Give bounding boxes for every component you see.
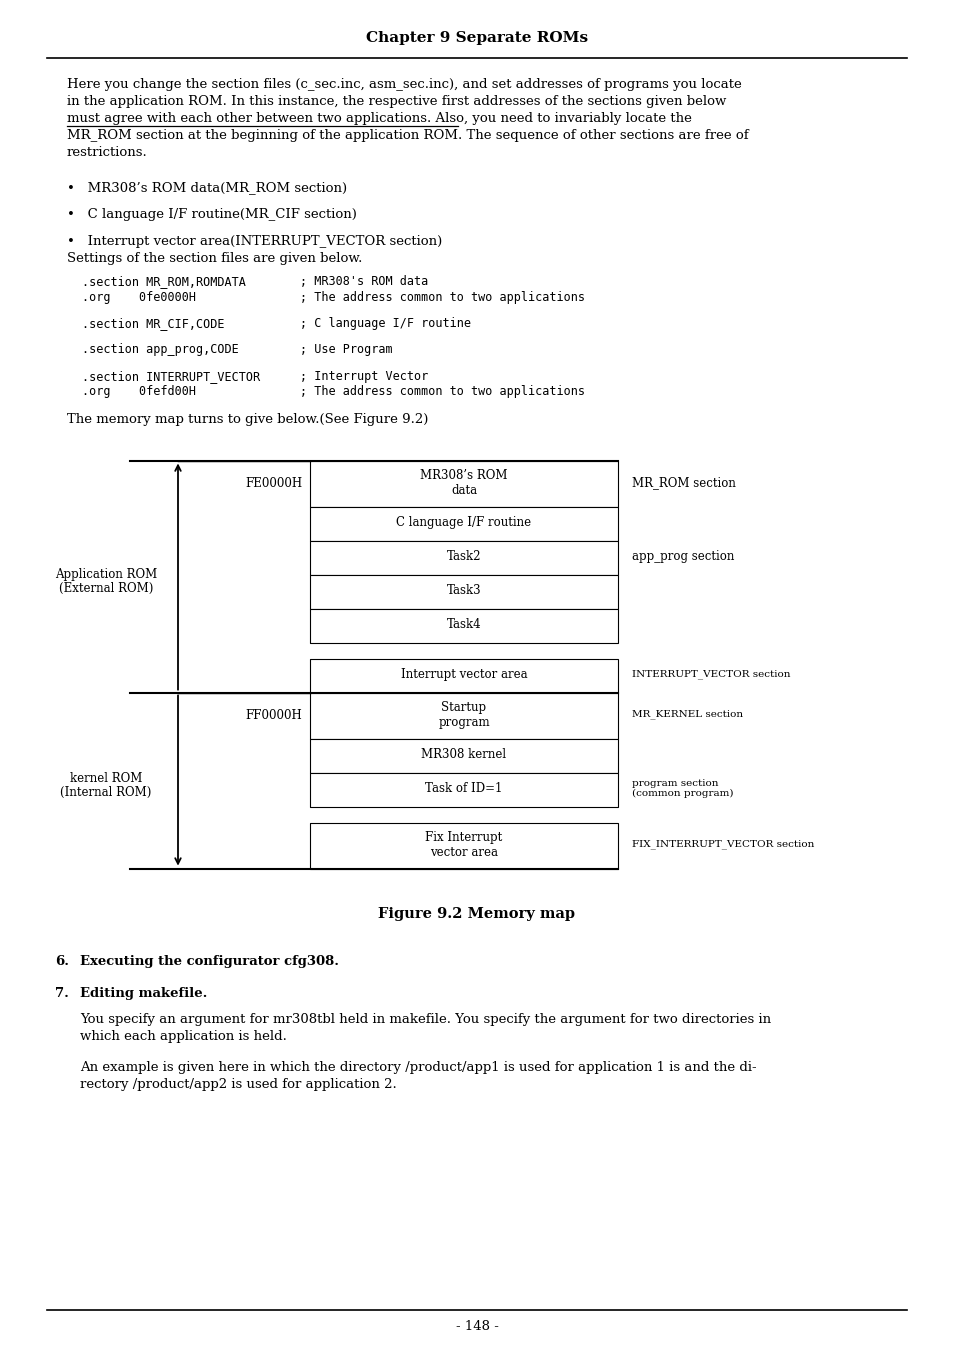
Text: •   Interrupt vector area(INTERRUPT_VECTOR section): • Interrupt vector area(INTERRUPT_VECTOR… <box>67 235 442 249</box>
Text: (Internal ROM): (Internal ROM) <box>60 785 152 798</box>
Text: in the application ROM. In this instance, the respective first addresses of the : in the application ROM. In this instance… <box>67 95 725 108</box>
Text: Fix Interrupt
vector area: Fix Interrupt vector area <box>425 831 502 858</box>
Text: .org    0fefd00H: .org 0fefd00H <box>82 385 195 399</box>
Text: Application ROM: Application ROM <box>55 567 157 581</box>
Text: app_prog section: app_prog section <box>631 550 734 563</box>
Text: FIX_INTERRUPT_VECTOR section: FIX_INTERRUPT_VECTOR section <box>631 840 814 850</box>
Text: Task4: Task4 <box>446 617 481 631</box>
Text: 7.: 7. <box>55 986 69 1000</box>
Text: MR_ROM section at the beginning of the application ROM. The sequence of other se: MR_ROM section at the beginning of the a… <box>67 128 748 142</box>
Text: kernel ROM: kernel ROM <box>70 771 142 785</box>
Bar <box>310 540 618 574</box>
Text: - 148 -: - 148 - <box>456 1320 497 1332</box>
Text: ; Use Program: ; Use Program <box>299 343 393 357</box>
Text: MR308’s ROM
data: MR308’s ROM data <box>420 469 507 497</box>
Text: INTERRUPT_VECTOR section: INTERRUPT_VECTOR section <box>631 670 790 680</box>
Text: Task of ID=1: Task of ID=1 <box>425 782 502 794</box>
Bar <box>310 461 618 507</box>
Text: •   MR308’s ROM data(MR_ROM section): • MR308’s ROM data(MR_ROM section) <box>67 181 347 195</box>
Text: must agree with each other between two applications. Also, you need to invariabl: must agree with each other between two a… <box>67 112 691 126</box>
Text: MR_KERNEL section: MR_KERNEL section <box>631 709 742 719</box>
Text: .section app_prog,CODE: .section app_prog,CODE <box>82 343 238 357</box>
Text: Figure 9.2 Memory map: Figure 9.2 Memory map <box>378 907 575 920</box>
Bar <box>310 693 618 739</box>
Text: rectory /product/app2 is used for application 2.: rectory /product/app2 is used for applic… <box>80 1078 396 1090</box>
Text: Executing the configurator cfg308.: Executing the configurator cfg308. <box>80 955 338 967</box>
Text: ; C language I/F routine: ; C language I/F routine <box>299 317 471 330</box>
Text: •   C language I/F routine(MR_CIF section): • C language I/F routine(MR_CIF section) <box>67 208 356 222</box>
Text: program section
(common program): program section (common program) <box>631 778 733 798</box>
Text: Task3: Task3 <box>446 584 481 597</box>
Text: which each application is held.: which each application is held. <box>80 1029 287 1043</box>
Text: Chapter 9 Separate ROMs: Chapter 9 Separate ROMs <box>366 31 587 45</box>
Text: ; MR308's ROM data: ; MR308's ROM data <box>299 276 428 288</box>
Text: Here you change the section files (c_sec.inc, asm_sec.inc), and set addresses of: Here you change the section files (c_sec… <box>67 78 741 91</box>
Text: .org    0fe0000H: .org 0fe0000H <box>82 290 195 304</box>
Text: MR308 kernel: MR308 kernel <box>421 748 506 761</box>
Bar <box>310 739 618 773</box>
Text: You specify an argument for mr308tbl held in makefile. You specify the argument : You specify an argument for mr308tbl hel… <box>80 1012 770 1025</box>
Text: The memory map turns to give below.(See Figure 9.2): The memory map turns to give below.(See … <box>67 412 428 426</box>
Text: 6.: 6. <box>55 955 69 967</box>
Text: .section INTERRUPT_VECTOR: .section INTERRUPT_VECTOR <box>82 370 260 382</box>
Text: Settings of the section files are given below.: Settings of the section files are given … <box>67 253 362 265</box>
Text: .section MR_CIF,CODE: .section MR_CIF,CODE <box>82 317 224 330</box>
Text: (External ROM): (External ROM) <box>59 581 153 594</box>
Text: An example is given here in which the directory /product/app1 is used for applic: An example is given here in which the di… <box>80 1061 756 1074</box>
Bar <box>310 773 618 807</box>
Text: ; The address common to two applications: ; The address common to two applications <box>299 385 584 399</box>
Bar <box>310 574 618 608</box>
Text: Startup
program: Startup program <box>437 701 489 728</box>
Bar <box>310 608 618 643</box>
Text: .section MR_ROM,ROMDATA: .section MR_ROM,ROMDATA <box>82 276 246 288</box>
Text: ; The address common to two applications: ; The address common to two applications <box>299 290 584 304</box>
Text: restrictions.: restrictions. <box>67 146 148 159</box>
Text: Editing makefile.: Editing makefile. <box>80 986 207 1000</box>
Text: FF0000H: FF0000H <box>245 709 302 721</box>
Text: Task2: Task2 <box>446 550 480 563</box>
Text: FE0000H: FE0000H <box>245 477 302 490</box>
Text: Interrupt vector area: Interrupt vector area <box>400 667 527 681</box>
Bar <box>310 507 618 540</box>
Text: ; Interrupt Vector: ; Interrupt Vector <box>299 370 428 382</box>
Bar <box>310 823 618 869</box>
Text: MR_ROM section: MR_ROM section <box>631 476 735 489</box>
Bar <box>310 658 618 693</box>
Text: C language I/F routine: C language I/F routine <box>396 516 531 530</box>
